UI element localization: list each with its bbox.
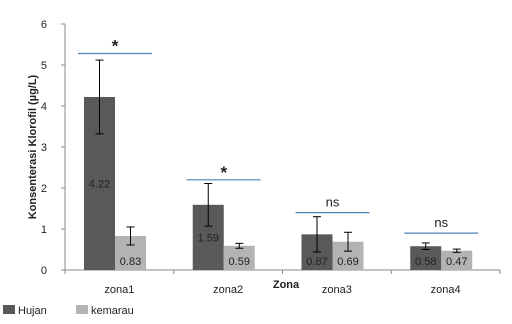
significance-label: ns: [434, 215, 448, 230]
data-label: 1.59: [198, 232, 219, 244]
legend-swatch-hujan: [3, 305, 15, 314]
bar-kemarau-zona4: [441, 250, 473, 270]
x-tick-label: zona1: [104, 284, 134, 296]
x-tick-label: zona3: [322, 284, 352, 296]
data-label: 0.87: [306, 256, 327, 268]
significance-label: ns: [326, 195, 340, 210]
y-tick-label: 3: [41, 142, 47, 154]
legend-label-hujan: Hujan: [18, 305, 47, 317]
data-label: 4.22: [89, 178, 110, 190]
bar-hujan-zona4: [410, 246, 442, 270]
y-axis-title: Konsenterasi Klorofil (µg/L): [27, 74, 39, 219]
legend-swatch-kemarau: [76, 305, 88, 314]
bar-kemarau-zona2: [223, 245, 255, 270]
error-bars: [95, 59, 461, 253]
y-tick-label: 1: [41, 224, 47, 236]
significance-label: *: [220, 163, 227, 182]
data-label: 0.69: [337, 256, 358, 268]
significance-markers: * * ns ns: [78, 37, 479, 234]
y-tick-label: 0: [41, 265, 47, 277]
significance-label: *: [112, 37, 119, 56]
data-label: 0.47: [446, 256, 467, 268]
x-tick-label: zona4: [431, 284, 461, 296]
data-label: 0.59: [229, 256, 250, 268]
y-tick-label: 5: [41, 60, 47, 72]
data-label: 0.58: [415, 256, 436, 268]
x-axis-ticks: zona1 zona2 zona3 zona4: [64, 270, 501, 296]
y-tick-label: 2: [41, 183, 47, 195]
data-label: 0.83: [120, 256, 141, 268]
legend-label-kemarau: kemarau: [91, 305, 134, 317]
x-axis-title: Zona: [273, 279, 300, 291]
y-tick-label: 6: [41, 19, 47, 31]
bars: [84, 96, 473, 270]
y-tick-label: 4: [41, 101, 47, 113]
y-axis-ticks: 0 1 2 3 4 5 6: [41, 19, 65, 277]
data-labels: 4.22 1.59 0.87 0.58 0.83 0.59 0.69 0.47: [89, 178, 468, 268]
legend: Hujan kemarau: [3, 305, 134, 317]
x-tick-label: zona2: [213, 284, 243, 296]
